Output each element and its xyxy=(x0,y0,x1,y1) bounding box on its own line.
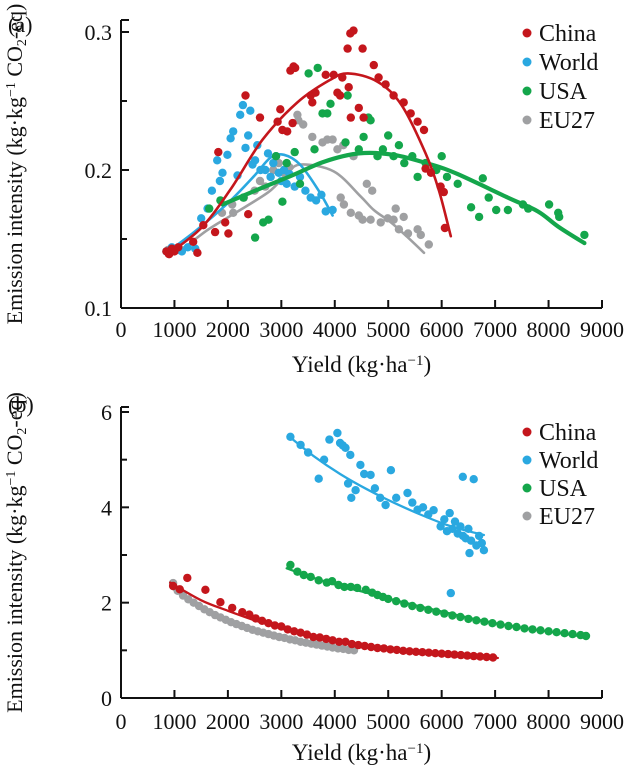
legend-marker-world xyxy=(522,455,532,465)
legend-marker-usa xyxy=(522,86,532,96)
panel-a-xtick-label: 3000 xyxy=(259,317,303,342)
panel-b-xtick-label: 9000 xyxy=(580,709,624,734)
panel-b-xtick-label: 3000 xyxy=(259,709,303,734)
legend-label-usa: USA xyxy=(539,476,588,502)
legend-marker-china xyxy=(522,28,532,38)
legend-marker-eu27 xyxy=(522,115,532,125)
panel-b-xtick-label: 0 xyxy=(116,709,127,734)
legend-label-eu27: EU27 xyxy=(539,108,595,134)
legend-label-world: World xyxy=(539,50,598,76)
legend-marker-eu27 xyxy=(522,511,532,521)
panel-b-world-points xyxy=(286,428,489,598)
panel-b-xtick-label: 4000 xyxy=(313,709,357,734)
panel-a-xtick-label: 0 xyxy=(116,317,127,342)
legend-marker-usa xyxy=(522,483,532,493)
panel-a-xtick-label: 4000 xyxy=(313,317,357,342)
legend-label-world: World xyxy=(539,448,598,474)
panel-b-ytick-label: 4 xyxy=(101,495,112,520)
panel-b-xtick-label: 8000 xyxy=(527,709,571,734)
panel-b-ytick-label: 6 xyxy=(101,400,112,425)
panel-b-axes xyxy=(120,406,603,699)
panel-a-usa-fit-curve xyxy=(220,150,587,246)
legend-marker-world xyxy=(522,57,532,67)
panel-a: 0 1000 2000 3000 4000 5000 6000 7000 8000 9000 0.1… xyxy=(2,4,624,377)
panel-a-ylabel: Emission intensity (kg·kg−1 CO2-eq) xyxy=(2,4,30,325)
panel-a-xlabel: Yield (kg·ha−1) xyxy=(292,352,431,377)
panel-a-ytick-label: 0.1 xyxy=(85,296,113,321)
panel-a-xtick-label: 1000 xyxy=(152,317,196,342)
panel-b-china-fit-curve xyxy=(169,581,499,660)
panel-b-usa-points xyxy=(286,560,591,641)
panel-b-world-fit-curve xyxy=(287,434,486,537)
legend-marker-china xyxy=(522,427,532,437)
panel-b-xtick-label: 6000 xyxy=(420,709,464,734)
panel-a-legend: China World USA EU27 xyxy=(522,21,598,134)
panel-b-usa-fit-curve xyxy=(285,567,588,639)
panel-b-ytick-label: 2 xyxy=(101,591,112,616)
panel-a-xtick-label: 9000 xyxy=(580,317,624,342)
panel-b-tag: (b) xyxy=(8,392,34,417)
panel-a-tag: (a) xyxy=(8,12,33,37)
panel-a-ytick-label: 0.3 xyxy=(85,20,113,45)
panel-b-eu27-fit-curve xyxy=(170,587,358,652)
panel-b: 0 1000 2000 3000 4000 5000 6000 7000 8000 9000 0 2 4… xyxy=(2,392,624,765)
panel-a-xtick-label: 8000 xyxy=(527,317,571,342)
panel-b-xtick-label: 1000 xyxy=(152,709,196,734)
panel-b-ytick-label: 0 xyxy=(101,686,112,711)
panel-a-xtick-label: 6000 xyxy=(420,317,464,342)
panel-a-xtick-label: 7000 xyxy=(473,317,517,342)
panel-a-ytick-label: 0.2 xyxy=(85,158,113,183)
panel-b-ylabel: Emission intensity (kg·kg−1 CO2-eq) xyxy=(2,392,30,713)
panel-a-china-fit-curve xyxy=(165,72,453,257)
legend-label-usa: USA xyxy=(539,79,588,105)
panel-b-xlabel: Yield (kg·ha−1) xyxy=(292,740,431,765)
panel-a-xtick-label: 5000 xyxy=(366,317,410,342)
panel-b-xtick-label: 2000 xyxy=(206,709,250,734)
legend-label-eu27: EU27 xyxy=(539,504,595,530)
panel-b-xtick-label: 7000 xyxy=(473,709,517,734)
panel-a-xtick-label: 2000 xyxy=(206,317,250,342)
panel-b-xtick-label: 5000 xyxy=(366,709,410,734)
legend-label-china: China xyxy=(539,420,597,446)
legend-label-china: China xyxy=(539,21,597,47)
